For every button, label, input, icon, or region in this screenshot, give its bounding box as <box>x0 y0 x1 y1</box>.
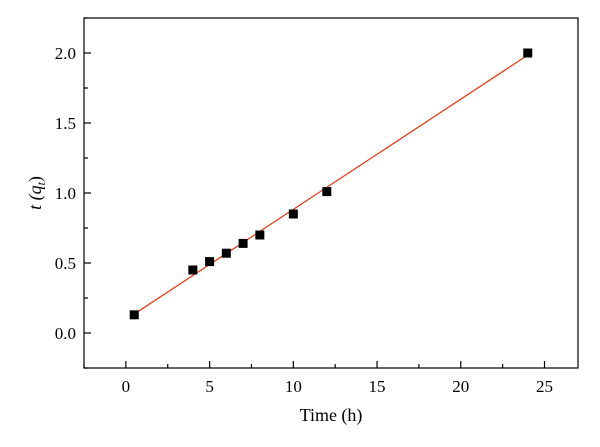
data-point <box>188 265 198 275</box>
y-tick-label: 1.5 <box>55 114 76 133</box>
fit-line <box>133 54 529 315</box>
fit-line-layer <box>133 54 529 315</box>
x-axis: 0 5 10 15 20 25 <box>83 361 553 396</box>
x-tick-label: 10 <box>285 377 302 396</box>
data-point <box>523 48 533 58</box>
y-tick-label: 0.5 <box>55 254 76 273</box>
x-tick-label: 25 <box>536 377 553 396</box>
x-axis-title: Time (h) <box>300 405 363 426</box>
data-point <box>255 230 265 240</box>
data-point <box>129 310 139 320</box>
data-points <box>129 48 533 320</box>
y-axis: 0.0 0.5 1.0 1.5 2.0 <box>55 17 91 369</box>
x-tick-label: 5 <box>205 377 214 396</box>
data-point <box>205 257 215 267</box>
y-tick-label: 2.0 <box>55 44 76 63</box>
data-point <box>288 209 298 219</box>
x-tick-label: 15 <box>369 377 386 396</box>
y-tick-label: 1.0 <box>55 184 76 203</box>
data-point <box>322 187 332 197</box>
y-tick-label: 0.0 <box>55 324 76 343</box>
data-point <box>238 238 248 248</box>
y-axis-title: t (qt) <box>25 176 48 210</box>
x-tick-label: 0 <box>122 377 131 396</box>
data-point <box>221 248 231 258</box>
x-tick-label: 20 <box>452 377 469 396</box>
